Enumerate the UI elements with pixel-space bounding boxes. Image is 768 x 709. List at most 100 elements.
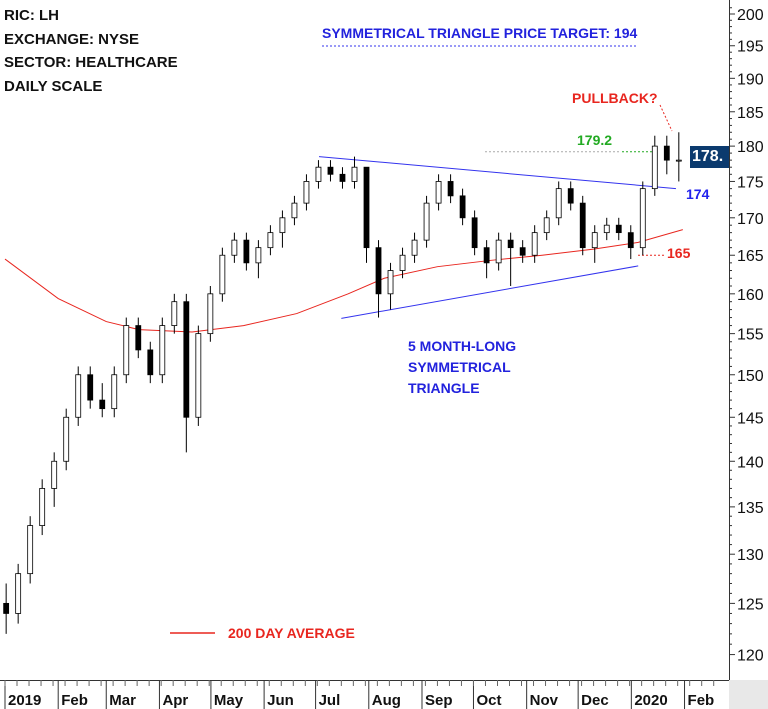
y-tick-label: 180 (737, 139, 764, 156)
candle-body (435, 181, 442, 204)
ric-label: RIC: LH (4, 7, 59, 24)
candle-body (399, 254, 406, 271)
y-tick-label: 125 (737, 596, 764, 613)
x-tick-label: Dec (581, 692, 609, 709)
support-label: 165 (667, 245, 691, 261)
candle-body (543, 217, 550, 234)
moving-average-line (4, 229, 683, 333)
candle-body (663, 145, 670, 161)
candle-body (111, 374, 118, 410)
candle-body (459, 195, 466, 219)
candle-body (207, 293, 214, 335)
x-tick-label: May (214, 692, 244, 709)
candle-body (243, 239, 250, 264)
scale-label: DAILY SCALE (4, 77, 103, 95)
y-tick-label: 155 (737, 327, 764, 344)
x-tick-label: 2020 (634, 692, 667, 709)
candle-body (615, 224, 622, 234)
y-tick-label: 195 (737, 39, 764, 56)
legend-ma-label: 200 DAY AVERAGE (228, 625, 355, 641)
candle-body (195, 333, 202, 418)
x-tick-label: Feb (61, 692, 88, 709)
candle-body (291, 202, 298, 219)
candle-body (327, 166, 334, 175)
candle-body (303, 181, 310, 204)
candle-body (183, 301, 190, 418)
pattern-line: SYMMETRICAL (408, 359, 511, 375)
y-tick-label: 200 (737, 7, 764, 24)
candle-body (75, 374, 82, 418)
triangle-lower-line (341, 265, 639, 319)
candle-body (51, 460, 58, 489)
candle-body (159, 325, 166, 376)
candle-body (15, 573, 22, 614)
x-tick-label: Oct (476, 692, 501, 709)
candle-body (315, 166, 322, 182)
x-tick-label: Apr (162, 692, 188, 709)
candle-body (99, 399, 106, 410)
pattern-annotation: 5 MONTH-LONG SYMMETRICAL TRIANGLE (408, 336, 516, 399)
candle-body (639, 188, 646, 249)
candle-body (591, 232, 598, 249)
exchange-label: EXCHANGE: NYSE (4, 30, 140, 48)
y-tick-label: 145 (737, 410, 764, 427)
candle-body (255, 247, 262, 264)
candle-body (627, 232, 634, 249)
y-tick-label: 185 (737, 105, 764, 122)
candle-body (603, 224, 610, 234)
candle-body (483, 247, 490, 264)
x-tick-label: Feb (688, 692, 715, 709)
candle-body (411, 239, 418, 256)
y-tick-label: 160 (737, 287, 764, 304)
candle-body (279, 217, 286, 234)
corner-box (729, 680, 768, 709)
candle-body (579, 202, 586, 249)
x-tick-label: Jun (267, 692, 294, 709)
y-tick-label: 135 (737, 500, 764, 517)
candle-body (363, 166, 370, 249)
candle-body (147, 349, 154, 376)
resistance-label: 179.2 (577, 132, 613, 148)
sector-label: SECTOR: HEALTHCARE (4, 54, 178, 71)
target-annotation: SYMMETRICAL TRIANGLE PRICE TARGET: 194 (322, 25, 638, 41)
pattern-line: 5 MONTH-LONG (408, 338, 517, 354)
candle-body (447, 181, 454, 197)
candle-body (351, 166, 358, 182)
candle-body (375, 247, 382, 295)
candle-body (135, 325, 142, 351)
x-tick-label: Nov (530, 692, 559, 709)
candle-body (507, 239, 514, 249)
candle-body (675, 159, 682, 162)
x-tick-label: Aug (372, 692, 401, 709)
candle-body (219, 254, 226, 295)
candle-body (171, 301, 178, 326)
last-price-tag: 178. (690, 146, 729, 168)
pattern-line: TRIANGLE (408, 380, 480, 396)
candle-body (519, 247, 526, 256)
y-tick-label: 120 (737, 648, 764, 665)
x-tick-label: Sep (425, 692, 453, 709)
candle-body (555, 188, 562, 219)
x-tick-label: 2019 (8, 692, 41, 709)
candle-body (231, 239, 238, 256)
candle-body (87, 374, 94, 401)
breakout-label: 174 (686, 186, 710, 202)
triangle-upper-line (318, 156, 676, 190)
candle-body (567, 188, 574, 204)
candle-body (387, 270, 394, 295)
chart-info: RIC: LH EXCHANGE: NYSE SECTOR: HEALTHCAR… (4, 4, 178, 98)
candle-body (27, 525, 34, 575)
y-tick-label: 165 (737, 248, 764, 265)
y-tick-label: 190 (737, 71, 764, 88)
y-tick-label: 130 (737, 547, 764, 564)
candle-body (651, 145, 658, 190)
candle-body (495, 239, 502, 264)
y-tick-label: 150 (737, 368, 764, 385)
candle-body (39, 488, 46, 526)
candle-body (423, 202, 430, 241)
y-tick-label: 170 (737, 211, 764, 228)
candle-body (531, 232, 538, 256)
y-tick-label: 140 (737, 454, 764, 471)
x-tick-label: Mar (109, 692, 136, 709)
